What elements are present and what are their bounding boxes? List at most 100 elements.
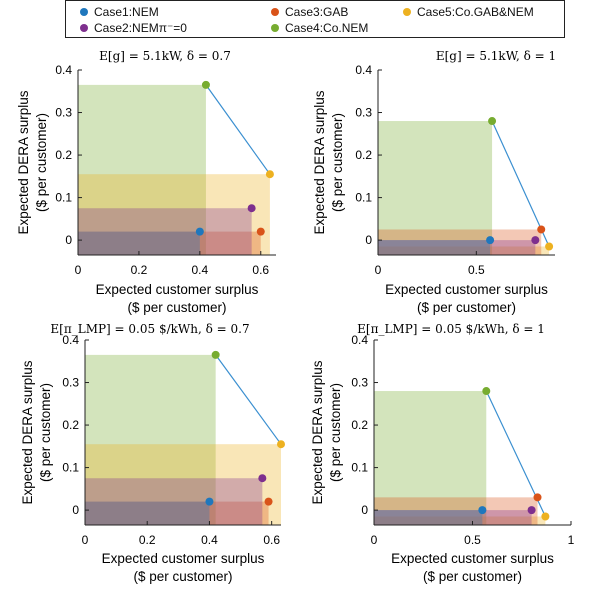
surplus-region-case4 <box>85 354 216 525</box>
x-axis-label: Expected customer surplus <box>96 282 259 297</box>
y-tick-label: 0 <box>72 503 79 517</box>
legend-label-case1: Case1:NEM <box>94 5 159 19</box>
point-case5 <box>545 242 554 251</box>
y-tick-label: 0 <box>365 233 372 247</box>
chart-svg-4: E[π_LMP] = 0.05 $/kWh, δ = 1 0 0.1 0.2 0.3 0.… <box>310 322 575 584</box>
point-case4 <box>488 117 497 126</box>
x-tick-label: 0.2 <box>139 533 156 547</box>
surplus-region-case1 <box>374 510 483 525</box>
frontier-line <box>205 84 271 175</box>
surplus-region-case2 <box>378 240 536 255</box>
y-tick-label: 0.4 <box>55 63 72 77</box>
surplus-region-case4 <box>374 391 487 525</box>
y-tick-label: 0 <box>65 233 72 247</box>
y-axis-label: Expected DERA surplus <box>16 90 31 234</box>
surplus-region-case3 <box>78 231 261 255</box>
point-case5 <box>265 170 274 179</box>
chart-title: E[g] = 5.1kW, δ = 0.7 <box>99 49 231 63</box>
y-tick-label: 0.2 <box>55 148 72 162</box>
chart-title: E[π_LMP] = 0.05 $/kWh, δ = 0.7 <box>50 322 249 336</box>
legend-item-case4: Case4:Co.NEM <box>271 21 368 35</box>
x-tick-label: 0 <box>75 263 82 277</box>
y-axis-label-unit: ($ per customer) <box>38 383 53 482</box>
surplus-region-case5 <box>78 174 270 255</box>
surplus-region-case4 <box>78 84 206 255</box>
x-tick-label: 0 <box>375 263 382 277</box>
legend-label-case3: Case3:GAB <box>285 5 349 19</box>
chart-panel-3: E[π_LMP] = 0.05 $/kWh, δ = 0.7 0 0.1 0.2 0.3… <box>0 315 296 591</box>
point-case2 <box>258 474 267 483</box>
surplus-region-case1 <box>85 501 210 525</box>
y-axis-label-unit: ($ per customer) <box>330 113 345 212</box>
point-case1 <box>478 506 487 515</box>
x-tick-label: 0.2 <box>131 263 148 277</box>
legend-item-case3: Case3:GAB <box>271 5 348 19</box>
legend-marker-case4 <box>271 23 279 32</box>
surplus-region-case5 <box>374 516 546 525</box>
point-case1 <box>205 497 214 506</box>
y-tick-label: 0.1 <box>55 191 72 205</box>
x-tick-label: 0.4 <box>192 263 209 277</box>
chart-svg-2: E[g] = 5.1kW, δ = 1 0 0.1 0.2 0.3 0.4 0 0.5 Expe… <box>312 49 556 315</box>
x-tick-label: 0.5 <box>468 263 485 277</box>
legend-marker-case2 <box>80 23 88 32</box>
chart-title: E[g] = 5.1kW, δ = 1 <box>436 49 556 63</box>
chart-title: E[π_LMP] = 0.05 $/kWh, δ = 1 <box>357 322 545 336</box>
surplus-region-case1 <box>378 240 491 255</box>
x-tick-label: 0 <box>82 533 89 547</box>
point-case4 <box>201 80 210 89</box>
chart-svg-1: E[g] = 5.1kW, δ = 0.7 0 0.1 0.2 0.3 0.4 0 0.2 0.… <box>16 49 276 315</box>
point-case4 <box>211 350 220 359</box>
x-tick-label: 0.5 <box>464 533 481 547</box>
surplus-region-case4 <box>378 121 493 255</box>
x-axis-label: Expected customer surplus <box>385 282 548 297</box>
legend-label-case5: Case5:Co.GAB&NEM <box>417 5 534 19</box>
surplus-region-case3 <box>378 229 542 255</box>
y-tick-label: 0.3 <box>351 376 368 390</box>
y-tick-label: 0.1 <box>355 191 372 205</box>
x-tick-label: 0.6 <box>252 263 269 277</box>
surplus-region-case3 <box>85 501 269 525</box>
chart-panel-2: E[g] = 5.1kW, δ = 1 0 0.1 0.2 0.3 0.4 0 0.5 Expe… <box>296 40 592 315</box>
y-tick-label: 0.4 <box>355 63 372 77</box>
x-tick-label: 1 <box>568 533 575 547</box>
surplus-region-case2 <box>85 478 263 525</box>
x-tick-label: 0.6 <box>263 533 280 547</box>
point-case2 <box>531 236 540 245</box>
y-tick-label: 0.2 <box>355 148 372 162</box>
chart-svg-3: E[π_LMP] = 0.05 $/kWh, δ = 0.7 0 0.1 0.2 0.3… <box>20 322 285 584</box>
y-tick-label: 0.1 <box>62 461 79 475</box>
y-tick-label: 0.4 <box>351 333 368 347</box>
x-axis-label: Expected customer surplus <box>391 551 554 566</box>
surplus-region-case3 <box>374 497 538 525</box>
y-axis-label-unit: ($ per customer) <box>34 113 49 212</box>
point-case1 <box>195 227 204 236</box>
y-axis-label: Expected DERA surplus <box>20 360 35 504</box>
legend-item-case5: Case5:Co.GAB&NEM <box>403 5 534 19</box>
x-axis-label-unit: ($ per customer) <box>127 300 226 315</box>
y-tick-label: 0 <box>361 503 368 517</box>
surplus-regions <box>85 354 281 525</box>
x-axis-label-unit: ($ per customer) <box>417 300 516 315</box>
y-tick-label: 0.3 <box>55 106 72 120</box>
legend-marker-case1 <box>80 7 88 16</box>
y-axis-label: Expected DERA surplus <box>312 90 327 234</box>
legend-item-case1: Case1:NEM <box>80 5 159 19</box>
x-axis-label-unit: ($ per customer) <box>133 569 232 584</box>
y-tick-label: 0.2 <box>351 418 368 432</box>
point-case3 <box>537 225 546 234</box>
chart-panel-1: E[g] = 5.1kW, δ = 0.7 0 0.1 0.2 0.3 0.4 0 0.2 0.… <box>0 40 296 315</box>
y-tick-label: 0.4 <box>62 333 79 347</box>
surplus-regions <box>78 84 270 255</box>
y-axis-label-unit: ($ per customer) <box>328 383 343 482</box>
x-axis-label-unit: ($ per customer) <box>423 569 522 584</box>
surplus-region-case2 <box>78 208 252 255</box>
legend-label-case2: Case2:NEMπ⁻=0 <box>94 21 187 35</box>
point-case1 <box>486 236 495 245</box>
surplus-region-case1 <box>78 231 200 255</box>
y-tick-label: 0.3 <box>62 376 79 390</box>
frontier-line <box>491 120 550 247</box>
surplus-regions <box>374 391 546 525</box>
legend-item-case2: Case2:NEMπ⁻=0 <box>80 21 187 35</box>
legend-marker-case5 <box>403 7 411 16</box>
